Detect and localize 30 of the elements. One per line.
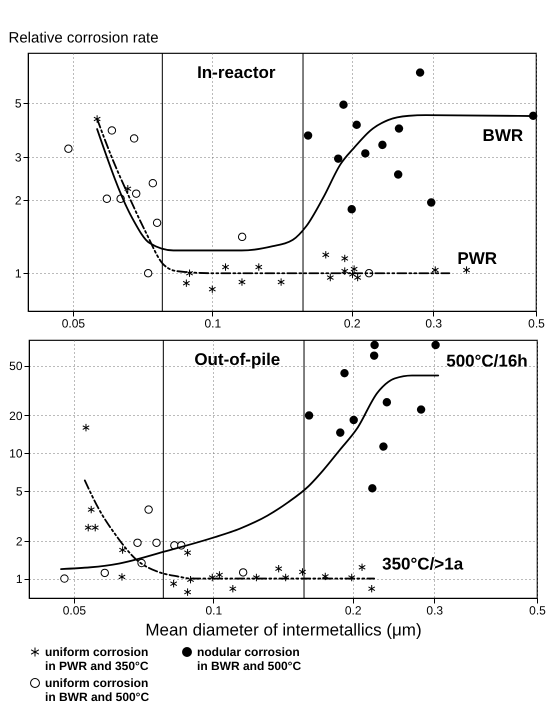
x-tick-label: 0.05 <box>62 604 86 618</box>
x-tick-label: 0.2 <box>344 604 362 618</box>
legend-label: nodular corrosion in BWR and 500°C <box>197 645 302 673</box>
y-tick-label: 50 <box>9 359 23 374</box>
y-tick-label: 5 <box>16 484 23 498</box>
legend-label: uniform corrosion in BWR and 500°C <box>45 676 150 704</box>
annotation: Out-of-pile <box>194 350 280 369</box>
y-tick-label: 20 <box>9 408 23 423</box>
series-label: BWR <box>482 126 524 146</box>
y-tick-label: 3 <box>14 150 22 164</box>
x-tick-label: 0.2 <box>344 316 361 330</box>
y-axis-title: Relative corrosion rate <box>8 30 159 46</box>
series-label: PWR <box>457 249 498 268</box>
x-tick-label: 0.1 <box>205 604 222 618</box>
y-tick-label: 2 <box>16 534 23 548</box>
y-tick-label: 2 <box>14 193 22 208</box>
x-tick-label: 0.3 <box>426 604 444 618</box>
y-tick-label: 1 <box>14 266 22 281</box>
series-label: 350°C/>1a <box>382 554 464 574</box>
series-label: 500°C/16h <box>446 351 528 370</box>
x-tick-label: 0.3 <box>425 316 442 330</box>
x-tick-label: 0.5 <box>529 604 546 618</box>
x-tick-label: 0.1 <box>204 316 222 330</box>
y-tick-label: 1 <box>16 572 23 586</box>
annotation: In-reactor <box>197 63 276 82</box>
y-tick-label: 5 <box>14 96 22 110</box>
x-tick-label: 0.5 <box>528 316 546 330</box>
x-axis-title: Mean diameter of intermetallics (μm) <box>145 620 422 640</box>
y-tick-label: 10 <box>9 446 23 461</box>
x-tick-label: 0.05 <box>62 316 86 330</box>
